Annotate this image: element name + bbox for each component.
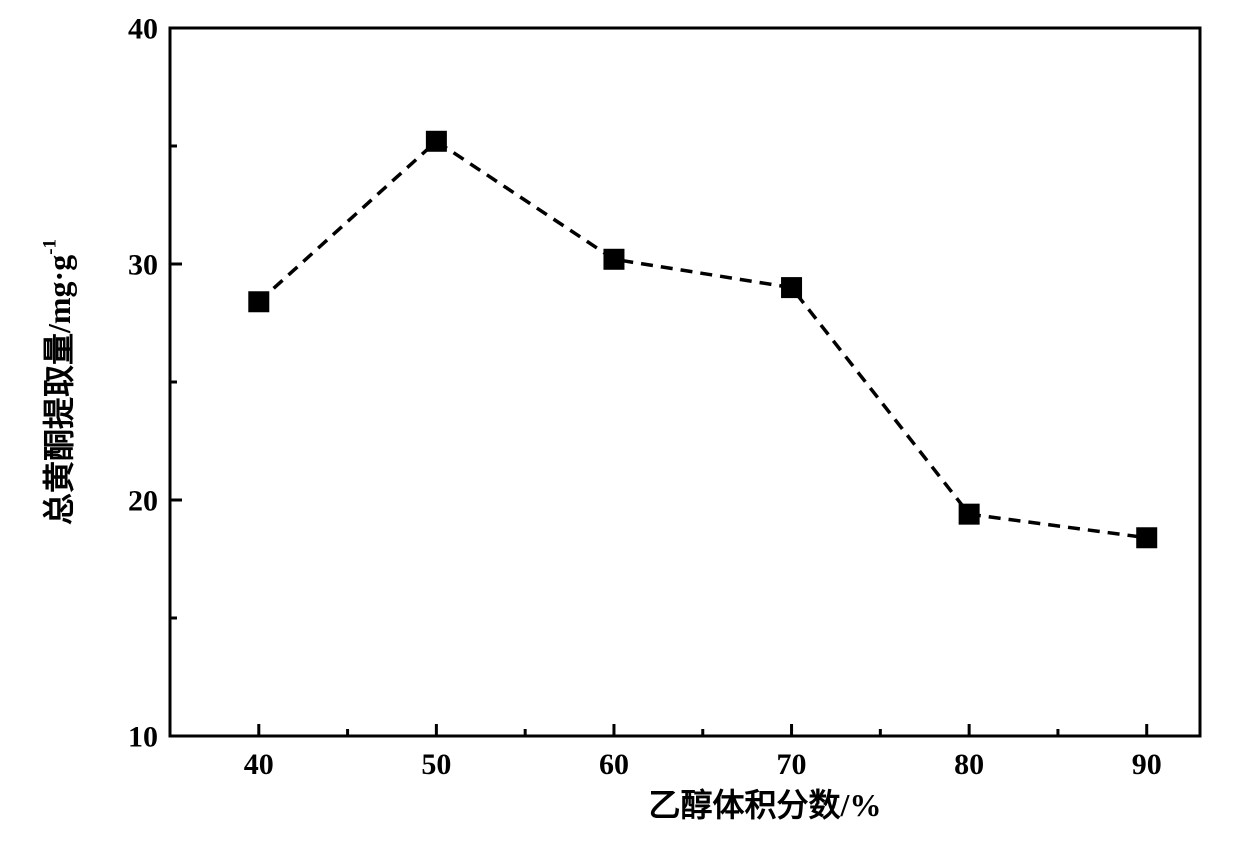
- line-chart: 40 50 60 70 80 90 10 20 30 40 乙醇体积分数/% 总黄酮提取量/mg·g-…: [0, 0, 1239, 843]
- x-tick-label: 90: [1132, 748, 1162, 781]
- y-tick-label: 30: [128, 249, 158, 282]
- data-marker: [604, 249, 624, 269]
- chart-svg: 40 50 60 70 80 90 10 20 30 40 乙醇体积分数/% 总黄酮提取量/mg·g-…: [0, 0, 1239, 843]
- y-axis-label: 总黄酮提取量/mg·g-1: [40, 239, 77, 525]
- data-marker: [426, 131, 446, 151]
- data-marker: [249, 292, 269, 312]
- data-marker: [782, 278, 802, 298]
- x-tick-label: 70: [777, 748, 807, 781]
- data-marker: [1137, 528, 1157, 548]
- y-tick-label: 40: [128, 13, 158, 46]
- y-tick-label: 20: [128, 485, 158, 518]
- y-tick-label: 10: [128, 721, 158, 754]
- x-tick-label: 60: [599, 748, 629, 781]
- x-tick-label: 40: [244, 748, 274, 781]
- x-tick-label: 50: [421, 748, 451, 781]
- x-tick-label: 80: [954, 748, 984, 781]
- chart-background: [0, 0, 1239, 843]
- data-marker: [959, 504, 979, 524]
- x-axis-label: 乙醇体积分数/%: [649, 787, 882, 823]
